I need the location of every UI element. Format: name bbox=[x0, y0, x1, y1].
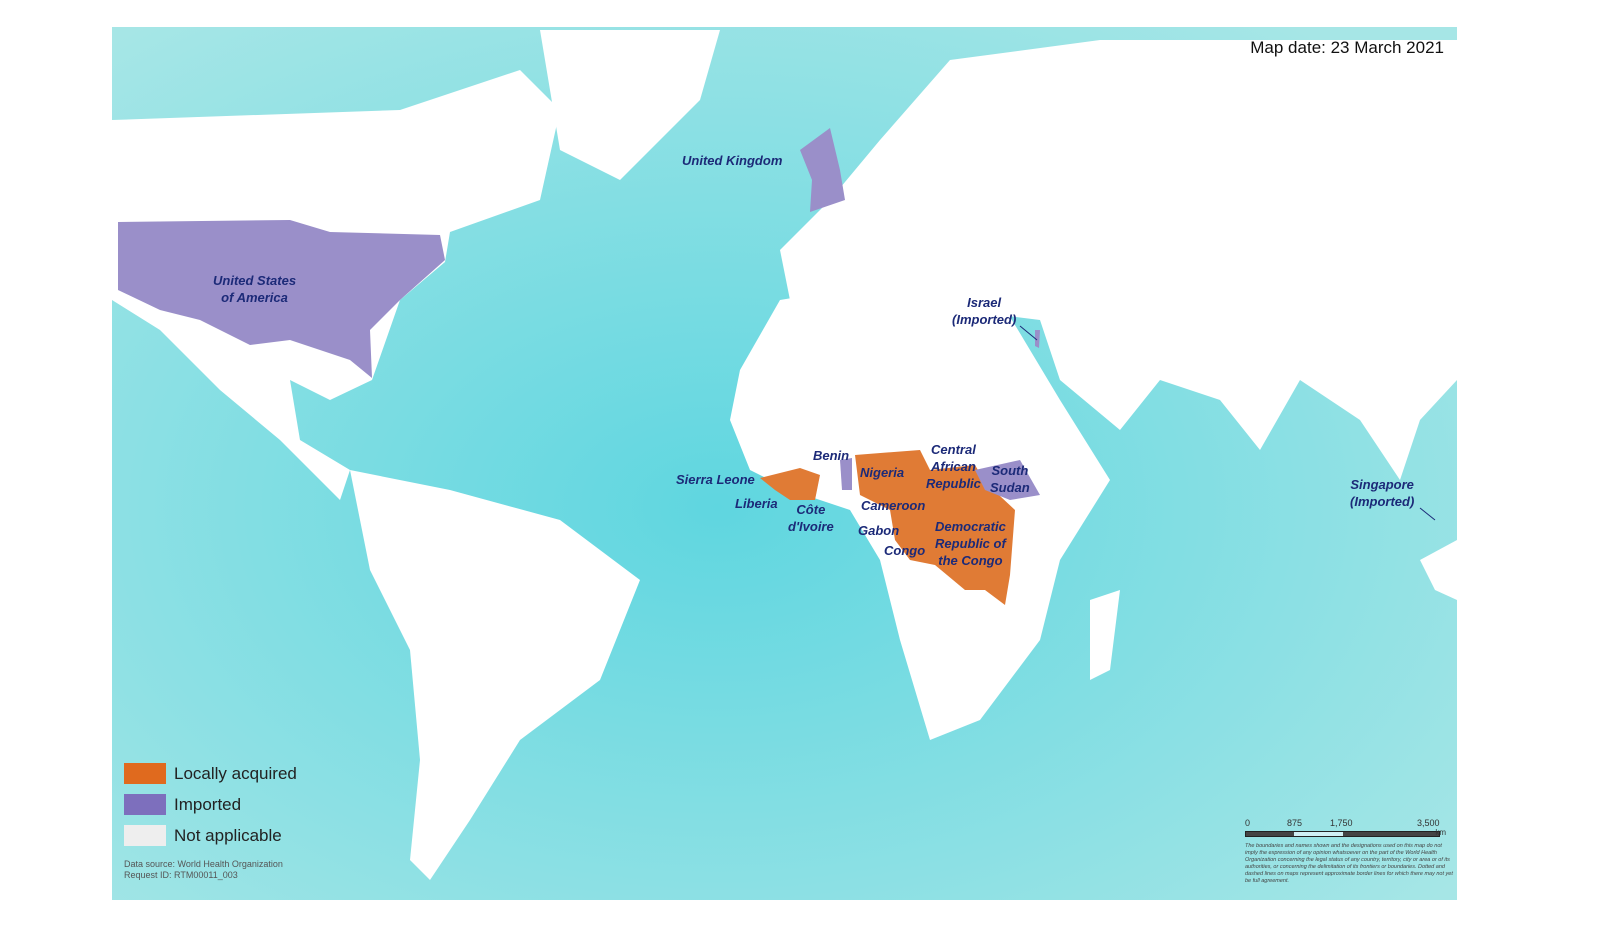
label-united-kingdom: United Kingdom bbox=[682, 153, 783, 168]
label-line: South bbox=[991, 463, 1029, 478]
label-israel: Israel (Imported) bbox=[952, 294, 1016, 328]
disclaimer: The boundaries and names shown and the d… bbox=[1245, 843, 1453, 884]
scale-ticks: 0 875 1,750 3,500 bbox=[1245, 818, 1440, 830]
scale-unit: km bbox=[1435, 828, 1446, 837]
label-line: Central bbox=[931, 442, 976, 457]
label-line: Democratic bbox=[935, 519, 1006, 534]
legend-label: Locally acquired bbox=[174, 763, 297, 783]
region-uk bbox=[800, 128, 845, 212]
region-south-sudan bbox=[975, 460, 1040, 500]
legend-item-locally-acquired: Locally acquired bbox=[124, 758, 297, 789]
label-line: (Imported) bbox=[1350, 494, 1415, 509]
scale-tick: 3,500 bbox=[1417, 818, 1440, 828]
scale-tick: 875 bbox=[1287, 818, 1303, 828]
request-id: Request ID: RTM00011_003 bbox=[124, 870, 238, 880]
label-line: United States bbox=[213, 273, 297, 288]
label-cote-divoire: Côte d'Ivoire bbox=[788, 501, 834, 535]
label-nigeria: Nigeria bbox=[860, 465, 905, 480]
label-singapore: Singapore (Imported) bbox=[1350, 476, 1414, 510]
scale-bar: 0 875 1,750 3,500 km The boundaries and … bbox=[1245, 818, 1453, 885]
legend-item-not-applicable: Not applicable bbox=[124, 820, 297, 851]
region-israel bbox=[1035, 330, 1040, 348]
label-line: the Congo bbox=[938, 553, 1003, 568]
label-south-sudan: South Sudan bbox=[990, 462, 1030, 496]
south-america bbox=[350, 470, 640, 880]
legend-item-imported: Imported bbox=[124, 789, 297, 820]
label-line: Israel bbox=[967, 295, 1002, 310]
label-gabon: Gabon bbox=[858, 523, 900, 538]
label-line: (Imported) bbox=[952, 312, 1017, 327]
region-benin bbox=[840, 458, 852, 490]
scale-tick: 1,750 bbox=[1330, 818, 1353, 828]
label-line: African bbox=[931, 459, 976, 474]
label-line: Republic of bbox=[935, 536, 1006, 551]
label-sierra-leone: Sierra Leone bbox=[676, 472, 755, 487]
label-line: of America bbox=[221, 290, 288, 305]
label-benin: Benin bbox=[813, 448, 850, 463]
label-line: Côte bbox=[796, 502, 826, 517]
label-car: Central African Republic bbox=[926, 441, 981, 492]
swatch-orange bbox=[124, 763, 166, 784]
region-west-africa bbox=[760, 468, 820, 500]
label-drc: Democratic Republic of the Congo bbox=[935, 518, 1006, 569]
data-source: Data source: World Health Organization R… bbox=[124, 859, 283, 881]
legend: Locally acquired Imported Not applicable bbox=[124, 758, 297, 851]
legend-label: Not applicable bbox=[174, 825, 282, 845]
label-line: Sudan bbox=[990, 480, 1030, 495]
australia-edge bbox=[1420, 540, 1457, 600]
swatch-grey bbox=[124, 825, 166, 846]
label-cameroon: Cameroon bbox=[861, 498, 926, 513]
label-usa: United States of America bbox=[213, 272, 296, 306]
map-date: Map date: 23 March 2021 bbox=[1250, 38, 1444, 57]
scale-bar-graphic bbox=[1245, 831, 1440, 837]
greenland bbox=[540, 30, 720, 180]
swatch-purple bbox=[124, 794, 166, 815]
label-line: Republic bbox=[926, 476, 981, 491]
legend-label: Imported bbox=[174, 794, 242, 814]
region-central-africa bbox=[855, 450, 1015, 605]
israel-leader-line bbox=[1019, 325, 1038, 341]
label-liberia: Liberia bbox=[735, 496, 778, 511]
region-usa bbox=[118, 220, 445, 378]
eurasia bbox=[780, 40, 1457, 480]
label-line: d'Ivoire bbox=[788, 519, 834, 534]
label-congo: Congo bbox=[884, 543, 926, 558]
source-line: Data source: World Health Organization bbox=[124, 859, 283, 869]
madagascar bbox=[1090, 590, 1120, 680]
scale-tick: 0 bbox=[1245, 818, 1251, 828]
singapore-leader-line bbox=[1419, 507, 1436, 521]
label-line: Singapore bbox=[1350, 477, 1414, 492]
